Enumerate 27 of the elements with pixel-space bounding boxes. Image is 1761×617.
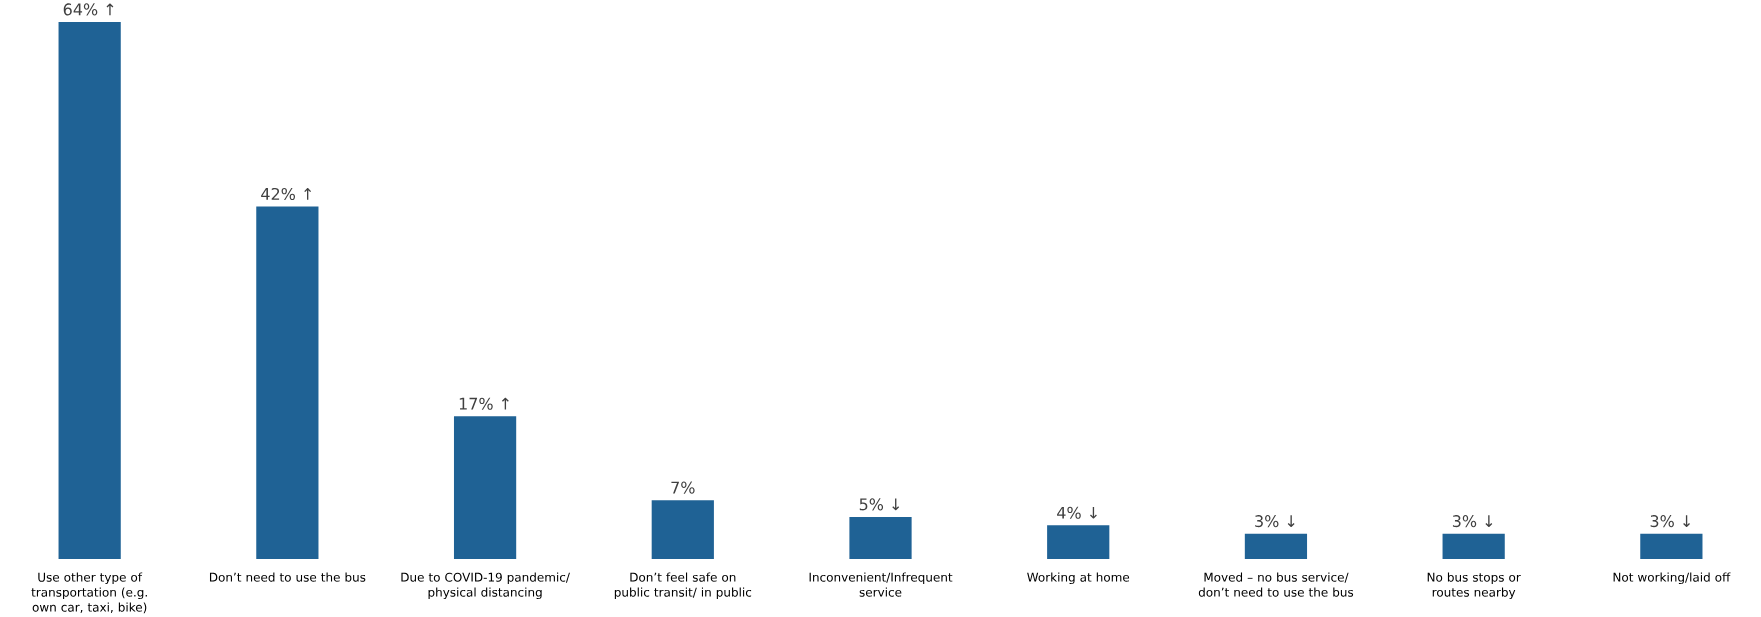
bar [1244,533,1308,560]
x-tick-label: Due to COVID-19 pandemic/ physical distancing [401,572,570,600]
x-tick-label: No bus stops or routes nearby [1427,572,1521,600]
data-label: 17% ↑ [459,397,509,410]
bar [1047,525,1110,560]
bar [58,22,121,560]
bar [453,416,517,560]
bar [849,517,912,560]
x-tick-label: Use other type of transportation (e.g. own car, taxi, bike) [31,572,147,614]
data-label: 5% ↓ [859,498,900,511]
data-label: 3% ↓ [1452,515,1493,528]
x-tick-label: Working at home [1027,572,1130,585]
x-tick-label: Not working/laid off [1613,572,1731,585]
data-label: 3% ↓ [1255,515,1295,528]
bar [1640,533,1703,560]
x-tick-label: Moved – no bus service/ don’t need to use the bus [1198,572,1354,598]
data-label: 64% ↑ [63,3,114,16]
bar [1442,533,1505,560]
bar [651,500,714,560]
x-tick-label: Inconvenient/Infrequent service [809,572,953,598]
data-label: 4% ↓ [1057,506,1097,520]
data-label: 42% ↑ [261,188,312,201]
data-label: 7% [671,481,695,494]
data-label: 3% ↓ [1650,515,1690,528]
bar [256,206,319,560]
x-tick-label: Don’t need to use the bus [209,572,366,583]
x-tick-label: Don’t feel safe on public transit/ in public [614,572,752,600]
